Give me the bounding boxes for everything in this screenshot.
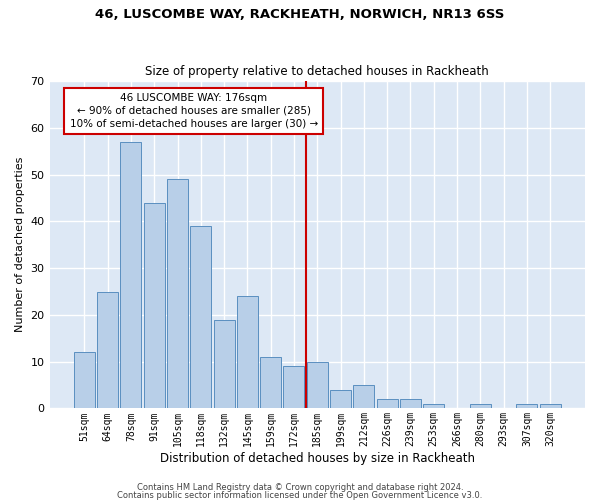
Bar — [144, 202, 165, 408]
Bar — [307, 362, 328, 408]
Bar — [214, 320, 235, 408]
Bar — [237, 296, 258, 408]
Bar — [74, 352, 95, 408]
Bar — [517, 404, 538, 408]
Bar — [470, 404, 491, 408]
Y-axis label: Number of detached properties: Number of detached properties — [15, 157, 25, 332]
Bar — [97, 292, 118, 408]
Bar — [190, 226, 211, 408]
Bar — [283, 366, 304, 408]
Bar — [539, 404, 560, 408]
Bar — [167, 180, 188, 408]
Text: 46, LUSCOMBE WAY, RACKHEATH, NORWICH, NR13 6SS: 46, LUSCOMBE WAY, RACKHEATH, NORWICH, NR… — [95, 8, 505, 20]
X-axis label: Distribution of detached houses by size in Rackheath: Distribution of detached houses by size … — [160, 452, 475, 465]
Title: Size of property relative to detached houses in Rackheath: Size of property relative to detached ho… — [145, 66, 489, 78]
Text: Contains public sector information licensed under the Open Government Licence v3: Contains public sector information licen… — [118, 490, 482, 500]
Bar — [121, 142, 142, 408]
Bar — [377, 399, 398, 408]
Bar — [330, 390, 351, 408]
Bar — [400, 399, 421, 408]
Bar — [423, 404, 444, 408]
Text: Contains HM Land Registry data © Crown copyright and database right 2024.: Contains HM Land Registry data © Crown c… — [137, 484, 463, 492]
Text: 46 LUSCOMBE WAY: 176sqm
← 90% of detached houses are smaller (285)
10% of semi-d: 46 LUSCOMBE WAY: 176sqm ← 90% of detache… — [70, 92, 318, 129]
Bar — [260, 357, 281, 408]
Bar — [353, 385, 374, 408]
